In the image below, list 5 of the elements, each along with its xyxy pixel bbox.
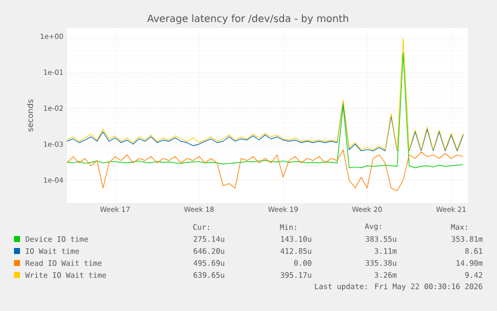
line-series [67, 52, 464, 168]
line-series [67, 38, 464, 150]
line-series [67, 149, 464, 192]
chart-title: Average latency for /dev/sda - by month [147, 14, 348, 24]
y-axis-title: seconds [26, 100, 34, 132]
